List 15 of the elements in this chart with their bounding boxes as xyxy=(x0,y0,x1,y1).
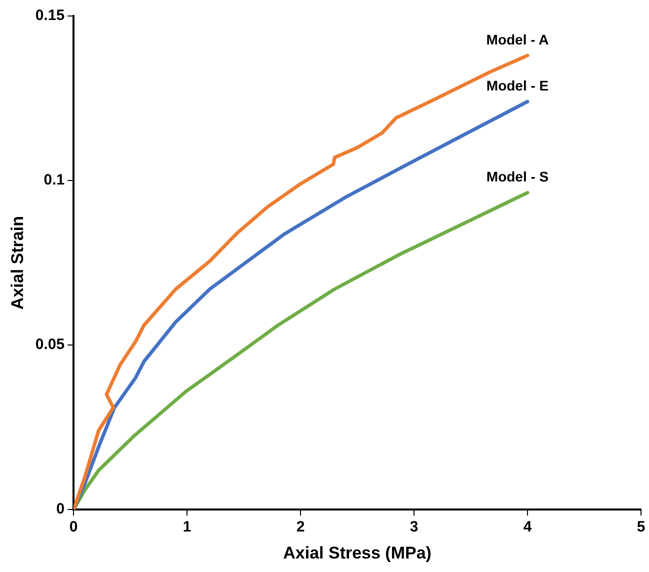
x-tick-label: 4 xyxy=(523,518,532,536)
y-tick-label: 0.1 xyxy=(44,172,65,189)
y-tick-label: 0 xyxy=(56,500,65,518)
x-tick-label: 0 xyxy=(69,518,78,536)
x-tick-label: 5 xyxy=(636,518,646,536)
series-label: Model - E xyxy=(486,77,549,94)
x-axis-title: Axial Stress (MPa) xyxy=(283,543,432,562)
x-tick-label: 1 xyxy=(182,518,192,536)
series-label: Model - A xyxy=(486,31,549,48)
y-axis-title: Axial Strain xyxy=(8,216,27,310)
x-tick-label: 3 xyxy=(410,518,418,536)
x-tick-label: 2 xyxy=(296,518,305,536)
y-tick-label: 0.05 xyxy=(35,336,65,354)
series-label: Model - S xyxy=(486,168,549,185)
y-tick-label: 0.15 xyxy=(35,7,65,24)
